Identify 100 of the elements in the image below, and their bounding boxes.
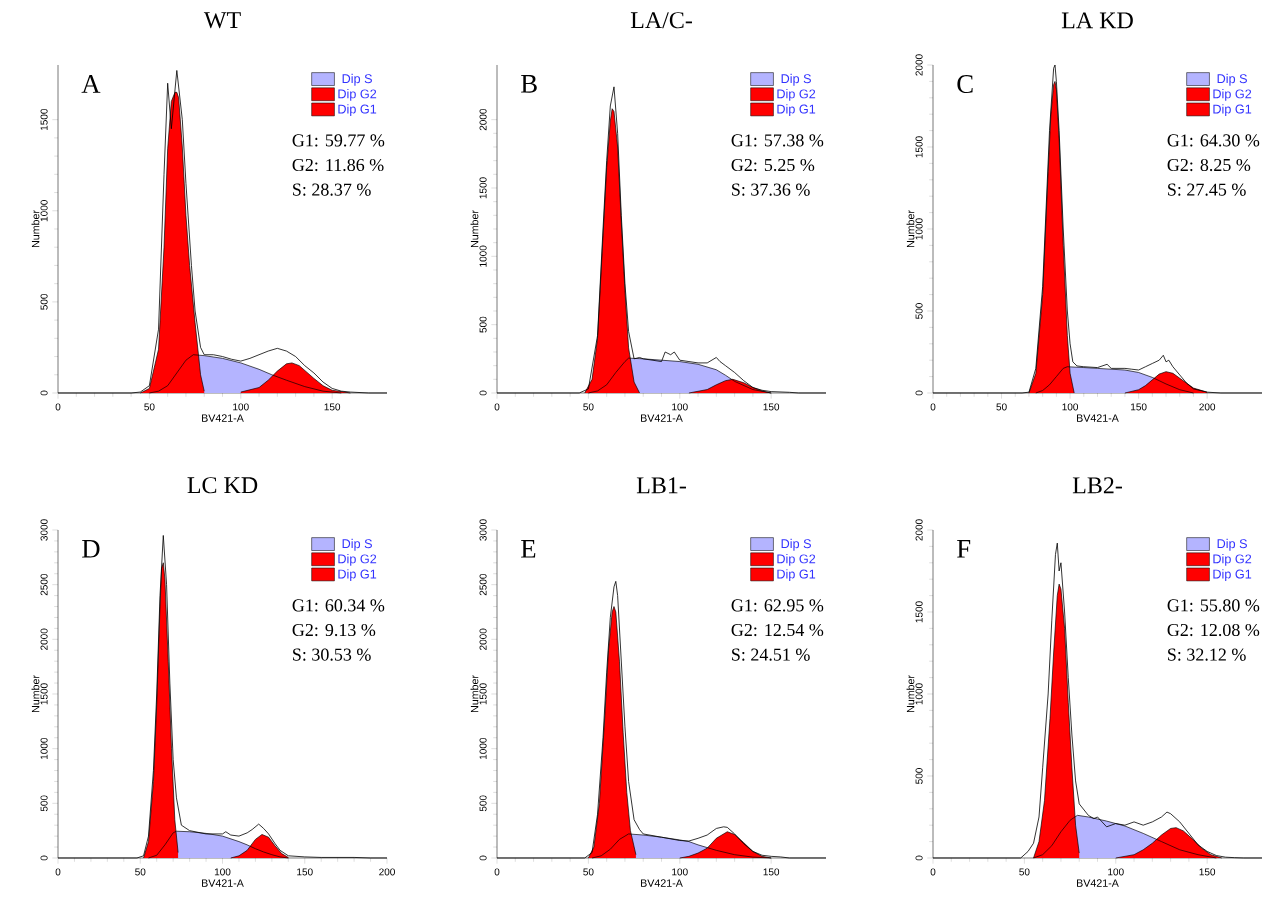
chart-title: LB1- <box>636 477 686 494</box>
y-tick-label: 1000 <box>915 683 923 705</box>
legend-label: Dip G2 <box>1213 89 1252 101</box>
legend-label: Dip G2 <box>1213 554 1252 566</box>
x-tick-label: 0 <box>494 403 500 411</box>
x-tick-label: 100 <box>233 403 249 411</box>
y-tick-label: 1000 <box>40 200 48 222</box>
y-tick-label: 1000 <box>479 245 487 267</box>
legend-label: Dip G2 <box>777 554 816 566</box>
y-tick-label: 2000 <box>479 628 487 650</box>
x-tick-label: 0 <box>55 868 61 876</box>
legend-label: Dip G1 <box>777 569 816 582</box>
annotation: G1: 57.38 % <box>731 134 824 147</box>
annotation: S: 28.37 % <box>293 183 371 196</box>
x-tick-label: 50 <box>1019 868 1030 876</box>
y-tick-label: 2500 <box>479 573 487 596</box>
x-axis-title: BV421-A <box>1077 879 1119 887</box>
y-tick-label: 2500 <box>40 573 48 596</box>
x-tick-label: 50 <box>996 403 1007 411</box>
x-axis-title: BV421-A <box>202 414 244 422</box>
annotation: G2: 11.86 % <box>292 158 384 172</box>
annotation: S: 30.53 % <box>293 648 371 661</box>
annotation: G1: 62.95 % <box>731 599 824 612</box>
annotation: S: 32.12 % <box>1168 648 1246 661</box>
annotation: S: 27.45 % <box>1168 183 1246 196</box>
y-tick-label: 0 <box>40 390 48 396</box>
y-axis-title: Number <box>906 210 915 248</box>
legend-label: Dip G1 <box>777 104 816 117</box>
x-tick-label: 200 <box>1199 403 1216 411</box>
x-tick-label: 50 <box>583 868 594 876</box>
annotation: G2: 12.54 % <box>731 623 824 637</box>
x-tick-label: 150 <box>763 868 780 876</box>
chart-title: LA KD <box>1061 12 1133 29</box>
chart-title: WT <box>203 12 241 29</box>
y-tick-label: 1500 <box>915 601 923 623</box>
chart-title: LA/C- <box>630 12 692 29</box>
annotation: F <box>957 540 971 558</box>
y-tick-label: 2000 <box>915 54 923 76</box>
y-tick-label: 1500 <box>40 108 48 131</box>
annotation: G1: 55.80 % <box>1167 599 1260 612</box>
legend-label: Dip G2 <box>777 89 816 101</box>
y-tick-label: 3000 <box>479 519 487 541</box>
x-tick-label: 0 <box>494 868 500 876</box>
legend-label: Dip S <box>781 73 811 86</box>
y-tick-label: 1500 <box>40 683 48 705</box>
y-tick-label: 500 <box>479 316 487 333</box>
x-axis-title: BV421-A <box>641 414 683 422</box>
annotation: G1: 60.34 % <box>292 599 385 612</box>
annotation: S: 37.36 % <box>732 183 810 196</box>
y-axis-title: Number <box>906 675 915 713</box>
annotation: G2: 9.13 % <box>292 623 376 637</box>
y-tick-label: 1000 <box>479 737 487 760</box>
x-tick-label: 150 <box>763 403 780 411</box>
legend-label: Dip G1 <box>1213 569 1252 582</box>
legend-label: Dip G2 <box>338 554 377 566</box>
y-tick-label: 2000 <box>479 108 487 131</box>
x-tick-label: 150 <box>324 403 341 411</box>
y-tick-label: 0 <box>479 390 487 396</box>
x-tick-label: 100 <box>672 403 688 411</box>
y-tick-label: 500 <box>40 293 48 310</box>
y-tick-label: 500 <box>479 795 487 812</box>
y-tick-label: 500 <box>915 768 923 784</box>
x-tick-label: 50 <box>583 403 594 411</box>
x-tick-label: 0 <box>930 403 936 411</box>
annotation: E <box>521 540 536 558</box>
x-axis-title: BV421-A <box>641 879 683 887</box>
y-tick-label: 0 <box>40 855 48 861</box>
x-tick-label: 100 <box>214 868 231 876</box>
x-tick-label: 0 <box>930 868 936 876</box>
legend-label: Dip S <box>342 538 372 551</box>
legend-label: Dip G1 <box>338 104 377 117</box>
y-tick-label: 2000 <box>40 628 48 650</box>
y-tick-label: 1500 <box>479 177 487 199</box>
x-tick-label: 150 <box>1131 403 1147 411</box>
y-tick-label: 3000 <box>40 519 48 541</box>
legend-label: Dip G1 <box>338 569 377 582</box>
annotation: B <box>521 75 537 93</box>
annotation: G2: 5.25 % <box>731 158 815 172</box>
y-tick-label: 1000 <box>915 218 923 240</box>
x-tick-label: 50 <box>144 403 155 411</box>
legend-label: Dip S <box>342 73 372 86</box>
y-tick-label: 1500 <box>479 683 487 705</box>
x-tick-label: 100 <box>1062 403 1079 411</box>
x-tick-label: 150 <box>1199 868 1216 876</box>
y-axis-title: Number <box>470 210 479 248</box>
y-tick-label: 1000 <box>40 737 48 760</box>
annotation: C <box>957 75 973 93</box>
x-tick-label: 200 <box>379 868 395 876</box>
x-tick-label: 50 <box>135 868 146 876</box>
x-tick-label: 100 <box>1108 868 1124 876</box>
x-axis-title: BV421-A <box>202 879 244 887</box>
legend-label: Dip G2 <box>338 89 377 101</box>
y-tick-label: 500 <box>40 795 48 812</box>
y-tick-label: 0 <box>915 855 923 861</box>
chart-title: LC KD <box>187 477 258 494</box>
annotation: A <box>81 75 101 93</box>
y-axis-title: Number <box>470 675 479 713</box>
y-tick-label: 0 <box>479 855 487 861</box>
y-axis-title: Number <box>31 675 40 713</box>
legend-label: Dip S <box>1217 538 1247 551</box>
